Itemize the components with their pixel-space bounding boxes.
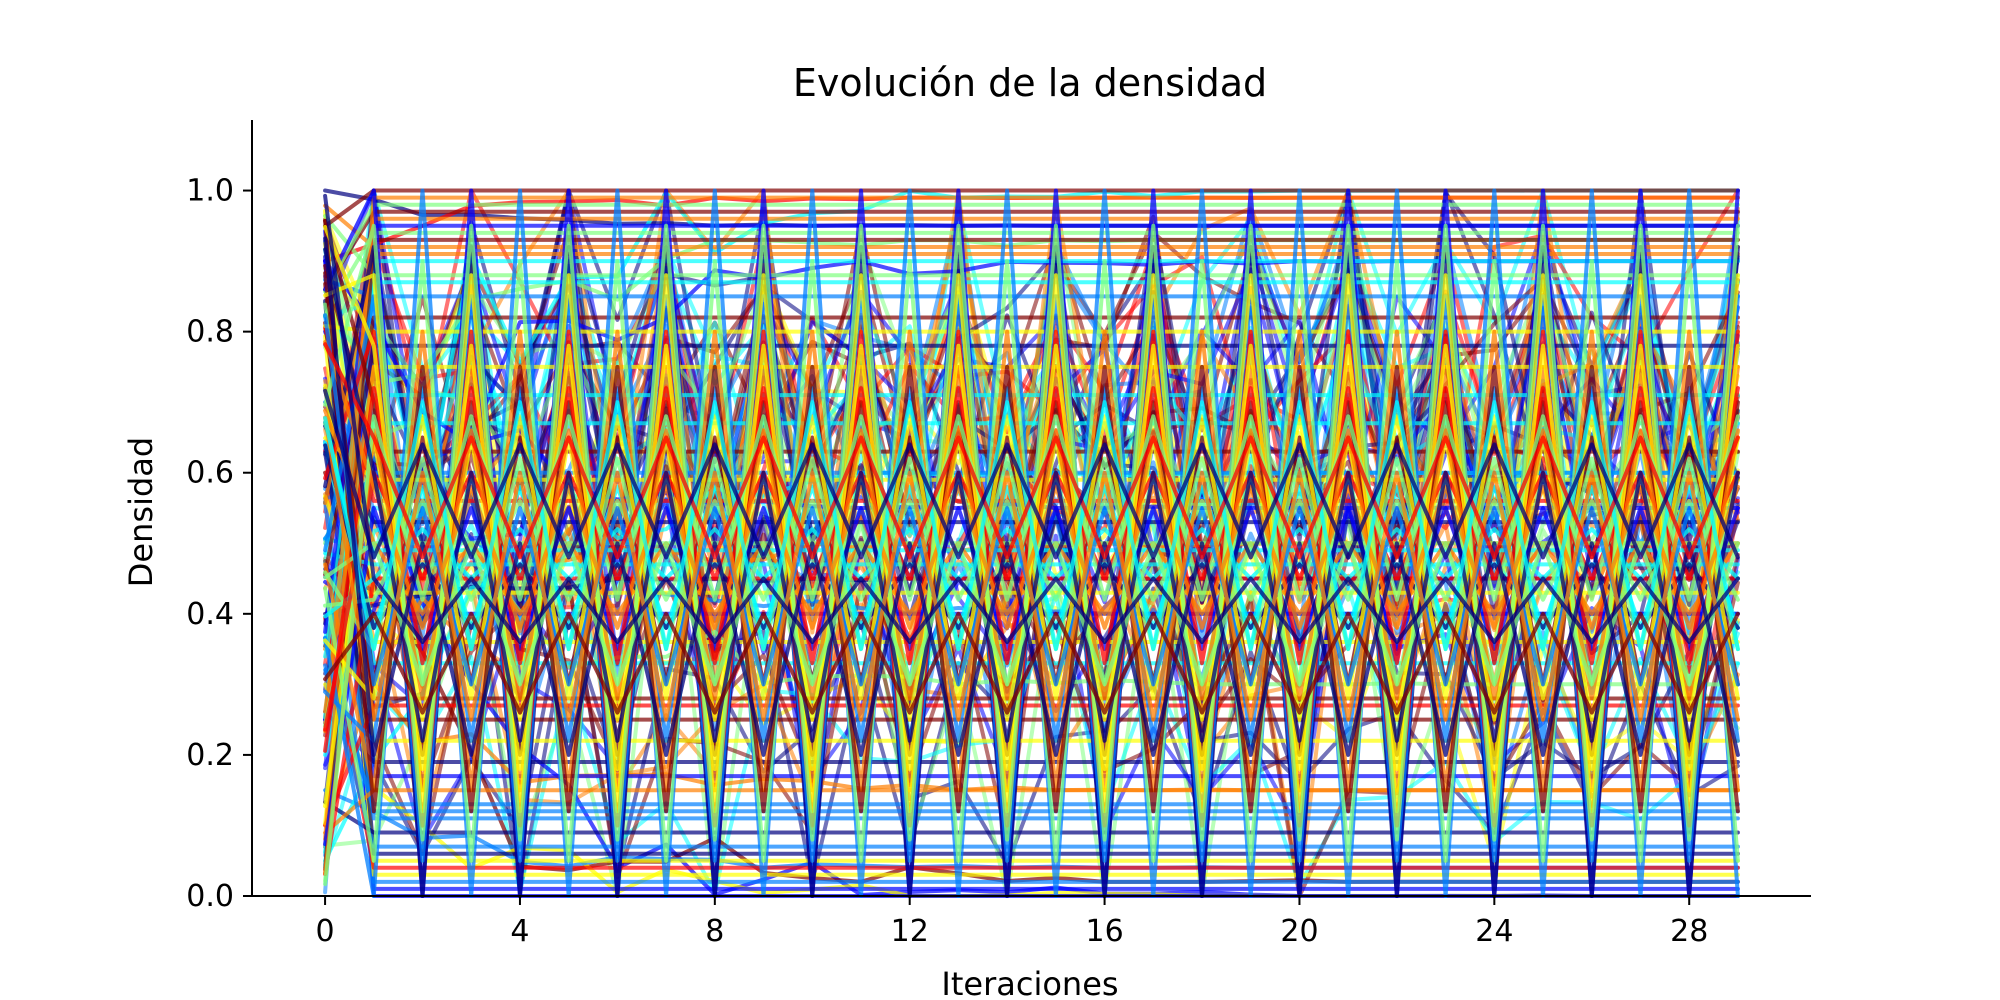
x-tick-label: 8 bbox=[705, 914, 724, 949]
x-tick-label: 24 bbox=[1475, 914, 1513, 949]
chart-title: Evolución de la densidad bbox=[793, 61, 1267, 105]
x-tick-label: 28 bbox=[1670, 914, 1708, 949]
series-line-81 bbox=[323, 334, 1740, 863]
series-line-85 bbox=[323, 439, 1740, 821]
series-line-121 bbox=[323, 230, 1740, 318]
series-line-161 bbox=[323, 415, 1740, 722]
x-tick-label: 12 bbox=[891, 914, 929, 949]
y-tick-label: 1.0 bbox=[186, 174, 234, 209]
series-line-124 bbox=[323, 209, 1740, 292]
series-line-84 bbox=[323, 800, 1740, 835]
series-line-83 bbox=[323, 663, 1740, 849]
series-line-77 bbox=[323, 258, 1740, 891]
x-axis-label: Iteraciones bbox=[941, 965, 1118, 1000]
series-line-80 bbox=[323, 615, 1740, 870]
series-line-162 bbox=[323, 400, 1740, 652]
series-line-61 bbox=[323, 195, 1740, 264]
series-layer bbox=[323, 188, 1740, 898]
y-tick-label: 0.4 bbox=[186, 597, 234, 632]
series-line-119 bbox=[323, 203, 1740, 249]
series-line-166 bbox=[323, 611, 1740, 715]
series-line-159 bbox=[323, 541, 1740, 687]
y-tick-label: 0.0 bbox=[186, 879, 234, 914]
y-tick-label: 0.2 bbox=[186, 738, 234, 773]
series-line-167 bbox=[323, 388, 1740, 560]
series-line-157 bbox=[323, 414, 1740, 886]
series-line-123 bbox=[323, 216, 1740, 734]
series-line-122 bbox=[323, 223, 1740, 634]
series-line-78 bbox=[323, 500, 1740, 884]
ticks-layer: 0 4 8 12 16 20 24 28 0.0 0.2 0.4 0.6 0.8 1.0 bbox=[186, 174, 1708, 949]
series-line-118 bbox=[323, 252, 1740, 505]
x-tick-label: 0 bbox=[316, 914, 335, 949]
series-line-125 bbox=[323, 202, 1740, 294]
series-line-116 bbox=[323, 214, 1740, 278]
x-tick-label: 16 bbox=[1085, 914, 1123, 949]
y-tick-label: 0.6 bbox=[186, 456, 234, 491]
series-line-120 bbox=[323, 237, 1740, 872]
series-line-165 bbox=[323, 193, 1740, 644]
series-line-82 bbox=[323, 299, 1740, 856]
y-tick-label: 0.8 bbox=[186, 315, 234, 350]
series-line-126 bbox=[323, 195, 1740, 841]
x-tick-label: 4 bbox=[510, 914, 529, 949]
series-line-79 bbox=[323, 209, 1740, 877]
y-axis-label: Densidad bbox=[122, 437, 160, 587]
x-tick-label: 20 bbox=[1280, 914, 1318, 949]
series-line-117 bbox=[323, 259, 1740, 720]
series-line-127 bbox=[323, 188, 1740, 229]
series-line-163 bbox=[323, 236, 1740, 757]
axes-layer bbox=[251, 120, 1811, 897]
